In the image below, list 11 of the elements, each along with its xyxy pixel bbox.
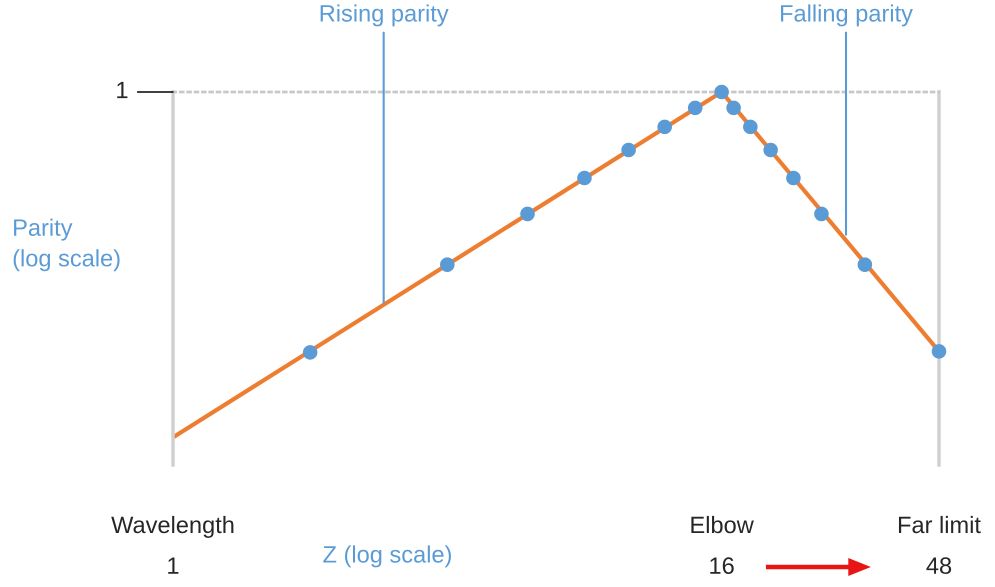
x-tick-label: 48 xyxy=(926,557,952,574)
y-axis-title: Parity (log scale) xyxy=(14,218,120,272)
text: Elbow xyxy=(691,516,754,534)
annotation: Falling parity xyxy=(781,4,913,26)
x-tick-label: 16 xyxy=(710,557,734,574)
x-axis-title: Z (log scale) xyxy=(323,545,451,568)
x-tick-label: 1 xyxy=(168,558,178,574)
text: 1 xyxy=(117,82,128,98)
annotation: Rising parity xyxy=(320,4,449,26)
text: Wavelength xyxy=(111,516,234,538)
text: Far limit xyxy=(898,516,981,534)
